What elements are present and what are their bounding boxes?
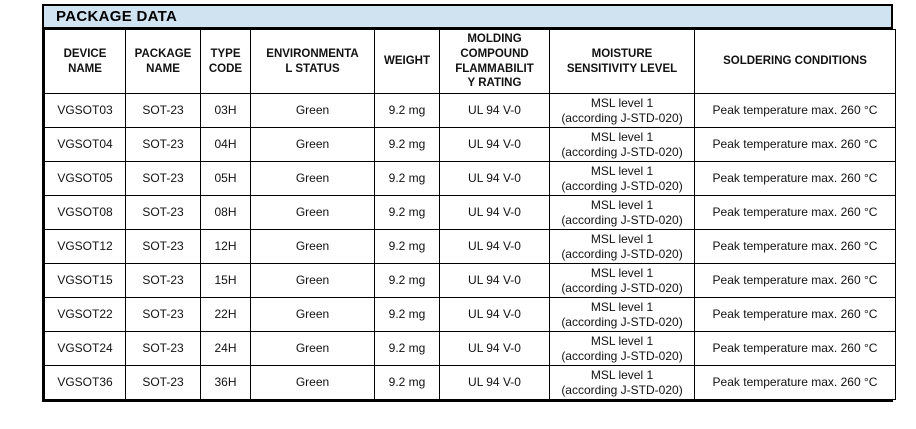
- cell-soldering-conditions: Peak temperature max. 260 °C: [694, 331, 896, 366]
- table-row: VGSOT24 SOT-23 24H Green 9.2 mg UL 94 V-…: [44, 331, 896, 366]
- table-row: VGSOT22 SOT-23 22H Green 9.2 mg UL 94 V-…: [44, 297, 896, 332]
- cell-moisture-sensitivity-level: MSL level 1 (according J-STD-020): [549, 161, 695, 196]
- cell-environmental-status: Green: [250, 127, 375, 162]
- cell-environmental-status: Green: [250, 195, 375, 230]
- cell-weight: 9.2 mg: [374, 263, 440, 298]
- cell-weight: 9.2 mg: [374, 127, 440, 162]
- cell-package-name: SOT-23: [125, 331, 201, 366]
- cell-environmental-status: Green: [250, 263, 375, 298]
- col-header-soldering-conditions: SOLDERING CONDITIONS: [694, 29, 896, 94]
- col-header-environmental-status: ENVIRONMENTA L STATUS: [250, 29, 375, 94]
- cell-device-name: VGSOT12: [44, 229, 126, 264]
- table-row: VGSOT05 SOT-23 05H Green 9.2 mg UL 94 V-…: [44, 161, 896, 196]
- cell-moisture-sensitivity-level: MSL level 1 (according J-STD-020): [549, 127, 695, 162]
- cell-weight: 9.2 mg: [374, 229, 440, 264]
- cell-environmental-status: Green: [250, 331, 375, 366]
- cell-soldering-conditions: Peak temperature max. 260 °C: [694, 365, 896, 400]
- cell-package-name: SOT-23: [125, 127, 201, 162]
- cell-type-code: 12H: [200, 229, 251, 264]
- cell-moisture-sensitivity-level: MSL level 1 (according J-STD-020): [549, 93, 695, 128]
- cell-weight: 9.2 mg: [374, 365, 440, 400]
- cell-package-name: SOT-23: [125, 229, 201, 264]
- package-table-body: VGSOT03 SOT-23 03H Green 9.2 mg UL 94 V-…: [44, 93, 896, 400]
- cell-moisture-sensitivity-level: MSL level 1 (according J-STD-020): [549, 263, 695, 298]
- table-row: VGSOT04 SOT-23 04H Green 9.2 mg UL 94 V-…: [44, 127, 896, 162]
- cell-package-name: SOT-23: [125, 93, 201, 128]
- cell-environmental-status: Green: [250, 93, 375, 128]
- cell-soldering-conditions: Peak temperature max. 260 °C: [694, 263, 896, 298]
- cell-soldering-conditions: Peak temperature max. 260 °C: [694, 93, 896, 128]
- table-header: DEVICE NAME PACKAGE NAME TYPE CODE ENVIR…: [44, 29, 896, 94]
- cell-soldering-conditions: Peak temperature max. 260 °C: [694, 229, 896, 264]
- cell-device-name: VGSOT03: [44, 93, 126, 128]
- cell-moisture-sensitivity-level: MSL level 1 (according J-STD-020): [549, 195, 695, 230]
- table-row: VGSOT12 SOT-23 12H Green 9.2 mg UL 94 V-…: [44, 229, 896, 264]
- cell-environmental-status: Green: [250, 365, 375, 400]
- cell-device-name: VGSOT15: [44, 263, 126, 298]
- table-title-bar: PACKAGE DATA: [44, 6, 891, 29]
- cell-flammability-rating: UL 94 V-0: [439, 297, 550, 332]
- table-header-row: DEVICE NAME PACKAGE NAME TYPE CODE ENVIR…: [44, 29, 896, 94]
- table-title: PACKAGE DATA: [56, 8, 178, 25]
- cell-device-name: VGSOT36: [44, 365, 126, 400]
- col-header-type-code: TYPE CODE: [200, 29, 251, 94]
- cell-weight: 9.2 mg: [374, 195, 440, 230]
- cell-flammability-rating: UL 94 V-0: [439, 93, 550, 128]
- cell-type-code: 24H: [200, 331, 251, 366]
- cell-moisture-sensitivity-level: MSL level 1 (according J-STD-020): [549, 365, 695, 400]
- table-row: VGSOT36 SOT-23 36H Green 9.2 mg UL 94 V-…: [44, 365, 896, 400]
- col-header-weight: WEIGHT: [374, 29, 440, 94]
- cell-flammability-rating: UL 94 V-0: [439, 331, 550, 366]
- cell-flammability-rating: UL 94 V-0: [439, 365, 550, 400]
- cell-moisture-sensitivity-level: MSL level 1 (according J-STD-020): [549, 331, 695, 366]
- cell-type-code: 05H: [200, 161, 251, 196]
- cell-type-code: 22H: [200, 297, 251, 332]
- cell-package-name: SOT-23: [125, 297, 201, 332]
- cell-type-code: 08H: [200, 195, 251, 230]
- table-row: VGSOT08 SOT-23 08H Green 9.2 mg UL 94 V-…: [44, 195, 896, 230]
- cell-package-name: SOT-23: [125, 161, 201, 196]
- cell-environmental-status: Green: [250, 161, 375, 196]
- col-header-device-name: DEVICE NAME: [44, 29, 126, 94]
- cell-moisture-sensitivity-level: MSL level 1 (according J-STD-020): [549, 229, 695, 264]
- package-data-table-container: PACKAGE DATA DEVICE NAME PACKAGE NAME TY…: [42, 4, 896, 402]
- cell-device-name: VGSOT24: [44, 331, 126, 366]
- col-header-moisture-sensitivity-level: MOISTURE SENSITIVITY LEVEL: [549, 29, 695, 94]
- cell-moisture-sensitivity-level: MSL level 1 (according J-STD-020): [549, 297, 695, 332]
- package-data-table: DEVICE NAME PACKAGE NAME TYPE CODE ENVIR…: [44, 29, 896, 400]
- col-header-package-name: PACKAGE NAME: [125, 29, 201, 94]
- cell-soldering-conditions: Peak temperature max. 260 °C: [694, 195, 896, 230]
- cell-soldering-conditions: Peak temperature max. 260 °C: [694, 127, 896, 162]
- cell-device-name: VGSOT08: [44, 195, 126, 230]
- cell-package-name: SOT-23: [125, 195, 201, 230]
- cell-weight: 9.2 mg: [374, 331, 440, 366]
- cell-environmental-status: Green: [250, 229, 375, 264]
- table-row: VGSOT03 SOT-23 03H Green 9.2 mg UL 94 V-…: [44, 93, 896, 128]
- cell-flammability-rating: UL 94 V-0: [439, 229, 550, 264]
- cell-type-code: 04H: [200, 127, 251, 162]
- cell-package-name: SOT-23: [125, 263, 201, 298]
- cell-flammability-rating: UL 94 V-0: [439, 263, 550, 298]
- cell-soldering-conditions: Peak temperature max. 260 °C: [694, 297, 896, 332]
- cell-device-name: VGSOT04: [44, 127, 126, 162]
- cell-package-name: SOT-23: [125, 365, 201, 400]
- cell-device-name: VGSOT22: [44, 297, 126, 332]
- cell-type-code: 03H: [200, 93, 251, 128]
- cell-type-code: 36H: [200, 365, 251, 400]
- cell-flammability-rating: UL 94 V-0: [439, 195, 550, 230]
- col-header-flammability-rating: MOLDING COMPOUND FLAMMABILIT Y RATING: [439, 29, 550, 94]
- cell-weight: 9.2 mg: [374, 93, 440, 128]
- cell-environmental-status: Green: [250, 297, 375, 332]
- table-row: VGSOT15 SOT-23 15H Green 9.2 mg UL 94 V-…: [44, 263, 896, 298]
- cell-type-code: 15H: [200, 263, 251, 298]
- cell-soldering-conditions: Peak temperature max. 260 °C: [694, 161, 896, 196]
- cell-flammability-rating: UL 94 V-0: [439, 127, 550, 162]
- cell-weight: 9.2 mg: [374, 297, 440, 332]
- cell-device-name: VGSOT05: [44, 161, 126, 196]
- cell-weight: 9.2 mg: [374, 161, 440, 196]
- cell-flammability-rating: UL 94 V-0: [439, 161, 550, 196]
